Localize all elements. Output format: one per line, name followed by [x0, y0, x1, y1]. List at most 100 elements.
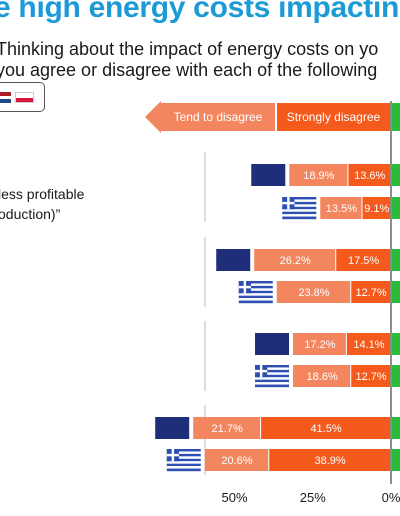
data-label-tend-disagree: 17.2%	[304, 339, 335, 351]
bar-agree	[392, 164, 400, 186]
greece-flag-stripe	[166, 453, 201, 457]
greece-flag-stripe	[255, 372, 290, 375]
data-label-tend-disagree: 20.6%	[221, 455, 252, 467]
legend-tend-disagree: Tend to disagree	[161, 103, 275, 131]
bar-tend-disagree	[293, 333, 346, 355]
data-label-tend-disagree: 18.9%	[303, 170, 334, 182]
greece-flag-cross	[287, 197, 290, 210]
greece-flag-stripe	[255, 382, 290, 385]
greece-flag-stripe	[255, 367, 290, 371]
greece-flag-stripe	[282, 214, 317, 217]
bar-strongly-disagree	[336, 249, 390, 271]
data-label-tend-disagree: 26.2%	[280, 255, 311, 267]
greece-flag-stripe	[255, 379, 290, 383]
greece-flag-stripe	[282, 206, 317, 210]
greece-flag-stripe	[282, 211, 317, 215]
bar-tend-disagree	[193, 417, 261, 439]
data-label-strongly-disagree: 38.9%	[315, 455, 346, 467]
greece-flag-stripe	[282, 204, 317, 207]
greece-flag-stripe	[238, 290, 273, 294]
greece-flag-stripe	[238, 300, 273, 304]
greece-flag-stripe	[166, 456, 201, 459]
greece-flag-stripe	[166, 468, 201, 472]
data-label-strongly-disagree: 41.5%	[310, 423, 341, 435]
greece-flag-stripe	[238, 288, 273, 291]
bar-agree	[392, 333, 400, 355]
data-label-strongly-disagree: 12.7%	[356, 287, 387, 299]
data-label-tend-disagree: 21.7%	[212, 423, 243, 435]
greece-flag-stripe	[238, 295, 273, 299]
disagree-arrow-icon	[145, 101, 161, 133]
legend-strongly-disagree: Strongly disagree	[277, 103, 390, 131]
greece-flag-stripe	[282, 199, 317, 203]
greece-flag-stripe	[166, 449, 201, 452]
greece-flag-stripe	[282, 209, 317, 212]
bar-strongly-disagree	[269, 449, 390, 471]
row-label-line2: oduction)”	[0, 206, 61, 222]
data-label-strongly-disagree: 17.5%	[348, 255, 379, 267]
greece-flag-stripe	[166, 458, 201, 462]
chart-subtitle-line2: you agree or disagree with each of the f…	[0, 60, 378, 80]
bar-strongly-disagree	[351, 365, 390, 387]
greece-flag-stripe	[238, 293, 273, 296]
greece-flag-stripe	[166, 463, 201, 467]
data-label-tend-disagree: 13.5%	[326, 203, 357, 215]
greece-flag-cross	[171, 449, 175, 462]
x-axis-tick-label: 25%	[300, 490, 326, 505]
eu-flag-icon	[255, 333, 290, 355]
greece-flag-stripe	[255, 374, 290, 378]
data-label-strongly-disagree: 14.1%	[353, 339, 384, 351]
bar-agree	[392, 197, 400, 219]
greece-flag-stripe	[282, 201, 317, 205]
data-label-strongly-disagree: 12.7%	[356, 371, 387, 383]
bar-agree	[392, 249, 400, 271]
bar-tend-disagree	[289, 164, 348, 186]
greece-flag-stripe	[255, 365, 290, 368]
bar-tend-disagree	[276, 281, 351, 303]
greece-flag-stripe	[166, 461, 201, 464]
bar-agree	[392, 417, 400, 439]
data-label-tend-disagree: 18.6%	[307, 371, 338, 383]
greece-flag-stripe	[166, 451, 201, 455]
bar-strongly-disagree	[346, 333, 390, 355]
poland-flag-icon	[15, 92, 34, 103]
greece-flag-stripe	[255, 377, 290, 380]
row-label-line1: less profitable	[0, 186, 85, 202]
bar-strongly-disagree	[261, 417, 390, 439]
greece-flag-stripe	[282, 197, 317, 200]
bar-strongly-disagree	[351, 281, 390, 303]
data-label-tend-disagree: 23.8%	[298, 287, 329, 299]
greece-flag-stripe	[238, 281, 273, 284]
chart-subtitle-line1: Thinking about the impact of energy cost…	[0, 39, 379, 59]
bar-strongly-disagree	[362, 197, 390, 219]
eu-flag-icon	[155, 417, 190, 439]
data-label-strongly-disagree: 13.6%	[354, 170, 385, 182]
country-flags-selector[interactable]	[0, 82, 45, 112]
bar-strongly-disagree	[348, 164, 390, 186]
eu-flag-icon	[251, 164, 286, 186]
x-axis-tick-label: 0%	[382, 490, 400, 505]
eu-flag-icon	[216, 249, 251, 271]
greece-flag-stripe	[255, 369, 290, 373]
x-axis-tick-label: 50%	[221, 490, 247, 505]
bar-tend-disagree	[320, 197, 362, 219]
greece-flag-cross	[259, 365, 263, 378]
chart-title: e high energy costs impacting	[0, 0, 400, 24]
bar-agree	[392, 281, 400, 303]
greece-flag-stripe	[282, 216, 317, 220]
netherlands-flag-icon	[0, 92, 11, 103]
bar-tend-disagree	[204, 449, 269, 471]
greece-flag-stripe	[255, 384, 290, 388]
greece-flag-stripe	[238, 298, 273, 301]
bar-tend-disagree	[293, 365, 351, 387]
greece-flag-stripe	[238, 283, 273, 287]
bar-tend-disagree	[254, 249, 336, 271]
bar-agree	[392, 365, 400, 387]
greece-flag-cross	[243, 281, 247, 294]
legend-agree	[392, 103, 400, 131]
greece-flag-stripe	[238, 285, 273, 289]
greece-flag-stripe	[166, 466, 201, 469]
bar-agree	[392, 449, 400, 471]
data-label-strongly-disagree: 9.1%	[364, 203, 389, 215]
